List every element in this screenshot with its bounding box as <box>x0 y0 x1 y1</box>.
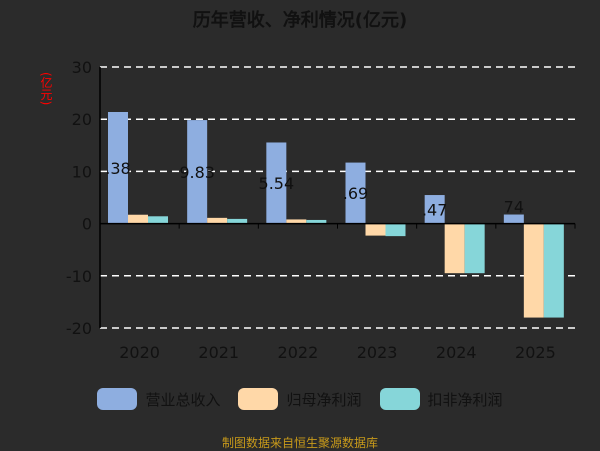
legend-label-revenue: 营业总收入 <box>145 390 221 409</box>
y-tick-label: 20 <box>72 110 92 129</box>
data-label: 74 <box>504 198 524 217</box>
data-label: 9.83 <box>179 163 215 182</box>
y-tick-label: 10 <box>72 162 92 181</box>
y-tick-label: 30 <box>72 58 92 77</box>
bar-revenue <box>424 195 445 224</box>
y-tick-label: -10 <box>66 267 92 286</box>
bar-deducted-net <box>464 223 485 274</box>
data-label: 5.54 <box>259 174 295 193</box>
x-tick-label: 2021 <box>198 343 239 362</box>
bar-parent-net <box>128 214 148 224</box>
data-label: .47 <box>422 200 447 219</box>
bar-deducted-net <box>227 218 248 224</box>
bar-revenue <box>503 214 524 224</box>
x-tick-label: 2024 <box>436 343 477 362</box>
legend-item-revenue[interactable]: 营业总收入 <box>97 388 220 410</box>
bar-parent-net <box>523 223 544 318</box>
legend-label-deducted-net: 扣非净利润 <box>427 390 503 409</box>
bar-revenue <box>266 142 287 224</box>
bar-parent-net <box>365 223 386 236</box>
legend-item-parent-net[interactable]: 归母净利润 <box>238 388 362 410</box>
legend: 营业总收入 归母净利润 扣非净利润 <box>0 388 600 410</box>
bar-revenue <box>187 120 208 224</box>
legend-swatch-deducted-net <box>379 388 420 410</box>
legend-swatch-revenue <box>97 388 138 410</box>
bar-revenue <box>108 111 128 224</box>
bar-parent-net <box>444 223 465 274</box>
x-tick-label: 2023 <box>357 343 398 362</box>
bar-revenue <box>345 162 366 224</box>
x-tick-label: 2025 <box>515 343 556 362</box>
legend-swatch-parent-net <box>238 388 279 410</box>
bar-parent-net <box>207 217 228 224</box>
data-label: .38 <box>105 159 130 178</box>
x-tick-label: 2022 <box>278 343 319 362</box>
legend-label-parent-net: 归母净利润 <box>286 390 362 409</box>
y-unit-label: (亿元) <box>39 72 53 106</box>
bar-parent-net <box>286 219 307 224</box>
y-tick-label: 0 <box>82 215 92 234</box>
bar-deducted-net <box>543 223 564 318</box>
bar-deducted-net <box>385 223 406 237</box>
y-tick-label: -20 <box>66 319 92 338</box>
data-label: .69 <box>343 184 368 203</box>
bar-deducted-net <box>306 219 327 224</box>
bar-deducted-net <box>148 216 168 224</box>
source-note: 制图数据来自恒生聚源数据库 <box>221 436 378 450</box>
chart-title: 历年营收、净利情况(亿元) <box>192 10 408 31</box>
x-tick-label: 2020 <box>119 343 160 362</box>
legend-item-deducted-net[interactable]: 扣非净利润 <box>379 388 503 410</box>
